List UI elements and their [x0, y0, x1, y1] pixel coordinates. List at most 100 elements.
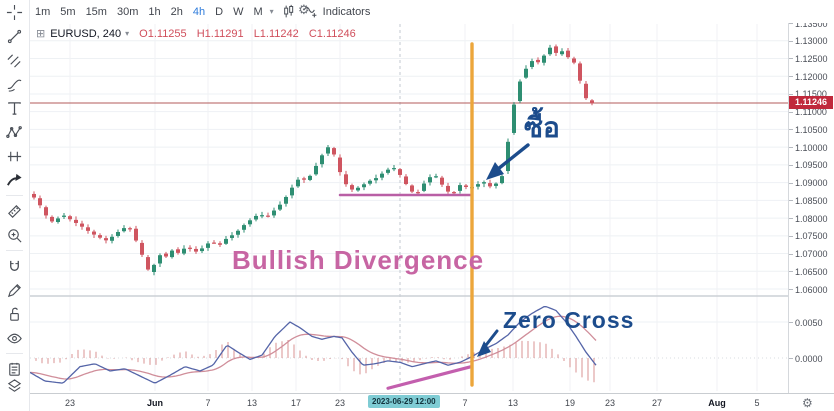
timeframe-5m[interactable]: 5m [60, 5, 76, 18]
arrow-marker-icon [7, 173, 22, 186]
timeframe-2h[interactable]: 2h [170, 5, 183, 18]
fib-retracement-icon [7, 53, 21, 68]
time-axis-label: 19 [564, 398, 576, 408]
tool-brush[interactable] [0, 72, 29, 96]
price-tick [789, 200, 793, 202]
tool-fib-retracement[interactable] [0, 48, 29, 72]
timeframe-D[interactable]: D [215, 5, 224, 18]
indicator-tick [789, 322, 793, 323]
tool-notepad[interactable] [0, 357, 29, 381]
price-tick [789, 235, 793, 237]
price-tick [789, 111, 793, 113]
price-axis-label: 1.06000 [795, 284, 828, 295]
price-tick [789, 147, 793, 149]
symbol-interval-label[interactable]: EURUSD, 240 [50, 27, 122, 40]
price-axis-label: 1.13500 [795, 18, 828, 29]
lock-icon [10, 307, 19, 321]
timeaxis-settings-gear-icon[interactable]: ⚙ [802, 396, 813, 410]
tool-hide-drawings[interactable] [0, 326, 29, 350]
price-axis-label: 1.13000 [795, 36, 828, 47]
tool-object-tree[interactable] [0, 374, 29, 398]
price-axis-label: 1.07000 [795, 249, 828, 260]
price-axis-label: 1.09000 [795, 178, 828, 189]
time-axis-label: 17 [290, 398, 302, 408]
open-value: O1.11255 [139, 27, 187, 40]
tool-lock[interactable] [0, 302, 29, 326]
price-axis-label: 1.08000 [795, 213, 828, 224]
indicators-button[interactable]: Indicators [303, 4, 370, 19]
price-axis[interactable]: 1.13500 1.13000 1.12500 1.12000 1.11500 1.110… [788, 19, 834, 393]
ohlc-values: O1.11255 H1.11291 L1.11242 C1.11246 [139, 28, 363, 40]
time-axis-label: 23 [64, 398, 76, 408]
tool-crosshair[interactable] [0, 0, 29, 24]
price-tick [789, 58, 793, 60]
toolbar-settings-gear-icon[interactable]: ⚙ [298, 3, 310, 18]
timeframe-1h[interactable]: 1h [148, 5, 161, 18]
price-tick [789, 289, 793, 291]
tool-trend-line[interactable] [0, 24, 29, 48]
time-axis[interactable]: 2023-06-29 12:00 ⚙ 23 Jun 7 13 17 23 7 13 19 23 27… [0, 393, 834, 411]
timeframe-4h[interactable]: 4h [192, 5, 206, 18]
time-axis-label: 13 [246, 398, 258, 408]
price-axis-label: 1.06500 [795, 266, 828, 277]
timeframe-30m[interactable]: 30m [116, 5, 139, 18]
text-icon [8, 101, 21, 115]
high-value: H1.11291 [196, 27, 244, 40]
compare-add-icon[interactable]: ⊞ [36, 27, 46, 40]
prediction-measure-icon [7, 151, 22, 161]
price-axis-label: 1.08500 [795, 195, 828, 206]
price-axis-label: 1.07500 [795, 231, 828, 242]
timeframe-M[interactable]: M [253, 5, 263, 18]
top-toolbar: 1m 5m 15m 30m 1h 2h 4h D W M ▾ Indicators ⚙ [30, 0, 834, 23]
price-tick [789, 164, 793, 166]
price-axis-label: 1.10000 [795, 142, 828, 153]
price-tick [789, 93, 793, 95]
low-value: L1.11242 [253, 27, 299, 40]
notepad-icon [9, 362, 20, 376]
timeframe-W[interactable]: W [233, 5, 244, 18]
timeframe-dropdown-caret[interactable]: ▾ [269, 7, 274, 16]
close-value: C1.11246 [308, 27, 356, 40]
tool-xabcd-pattern[interactable] [0, 120, 29, 144]
chart-legend: ⊞ EURUSD, 240 ▾ O1.11255 H1.11291 L1.112… [36, 27, 363, 40]
tool-zoom-in[interactable] [0, 223, 29, 247]
crosshair-icon [6, 4, 23, 20]
timeframe-group: 1m 5m 15m 30m 1h 2h 4h D W M [30, 4, 268, 20]
tool-magnet[interactable] [0, 254, 29, 278]
candlestick-style-icon [283, 4, 293, 18]
magnet-icon [10, 260, 19, 271]
drawing-lock-icon [7, 283, 21, 297]
brush-icon [7, 79, 22, 92]
tool-ruler[interactable] [0, 199, 29, 223]
time-axis-label: Jun [146, 398, 164, 408]
timeframe-1m[interactable]: 1m [35, 5, 51, 18]
price-axis-label: 1.11000 [795, 107, 827, 118]
time-axis-label: 7 [462, 398, 468, 408]
tool-prediction-measure[interactable] [0, 144, 29, 168]
tool-drawing-lock[interactable] [0, 278, 29, 302]
price-tick [789, 129, 793, 131]
selected-date-chip: 2023-06-29 12:00 [368, 395, 440, 408]
chart-style-button[interactable] [282, 4, 297, 19]
zoom-in-icon [8, 228, 22, 243]
price-tick [789, 218, 793, 220]
last-price-badge: 1.11246 [789, 96, 833, 110]
price-axis-label: 1.09500 [795, 160, 828, 171]
time-axis-label: 13 [507, 398, 519, 408]
price-axis-label: 1.12500 [795, 53, 828, 64]
time-axis-label: 23 [334, 398, 346, 408]
price-tick [789, 271, 793, 273]
time-axis-label: 7 [205, 398, 211, 408]
indicator-tick [789, 358, 793, 359]
timeframe-15m[interactable]: 15m [85, 5, 107, 18]
tool-arrow-marker[interactable] [0, 168, 29, 192]
price-axis-label: 1.11500 [795, 89, 827, 100]
symbol-dropdown-caret[interactable]: ▾ [125, 29, 130, 38]
price-tick [789, 182, 793, 184]
xabcd-pattern-icon [6, 125, 22, 138]
tool-text[interactable] [0, 96, 29, 120]
indicators-icon [303, 6, 317, 18]
drawing-toolbar [0, 0, 30, 411]
